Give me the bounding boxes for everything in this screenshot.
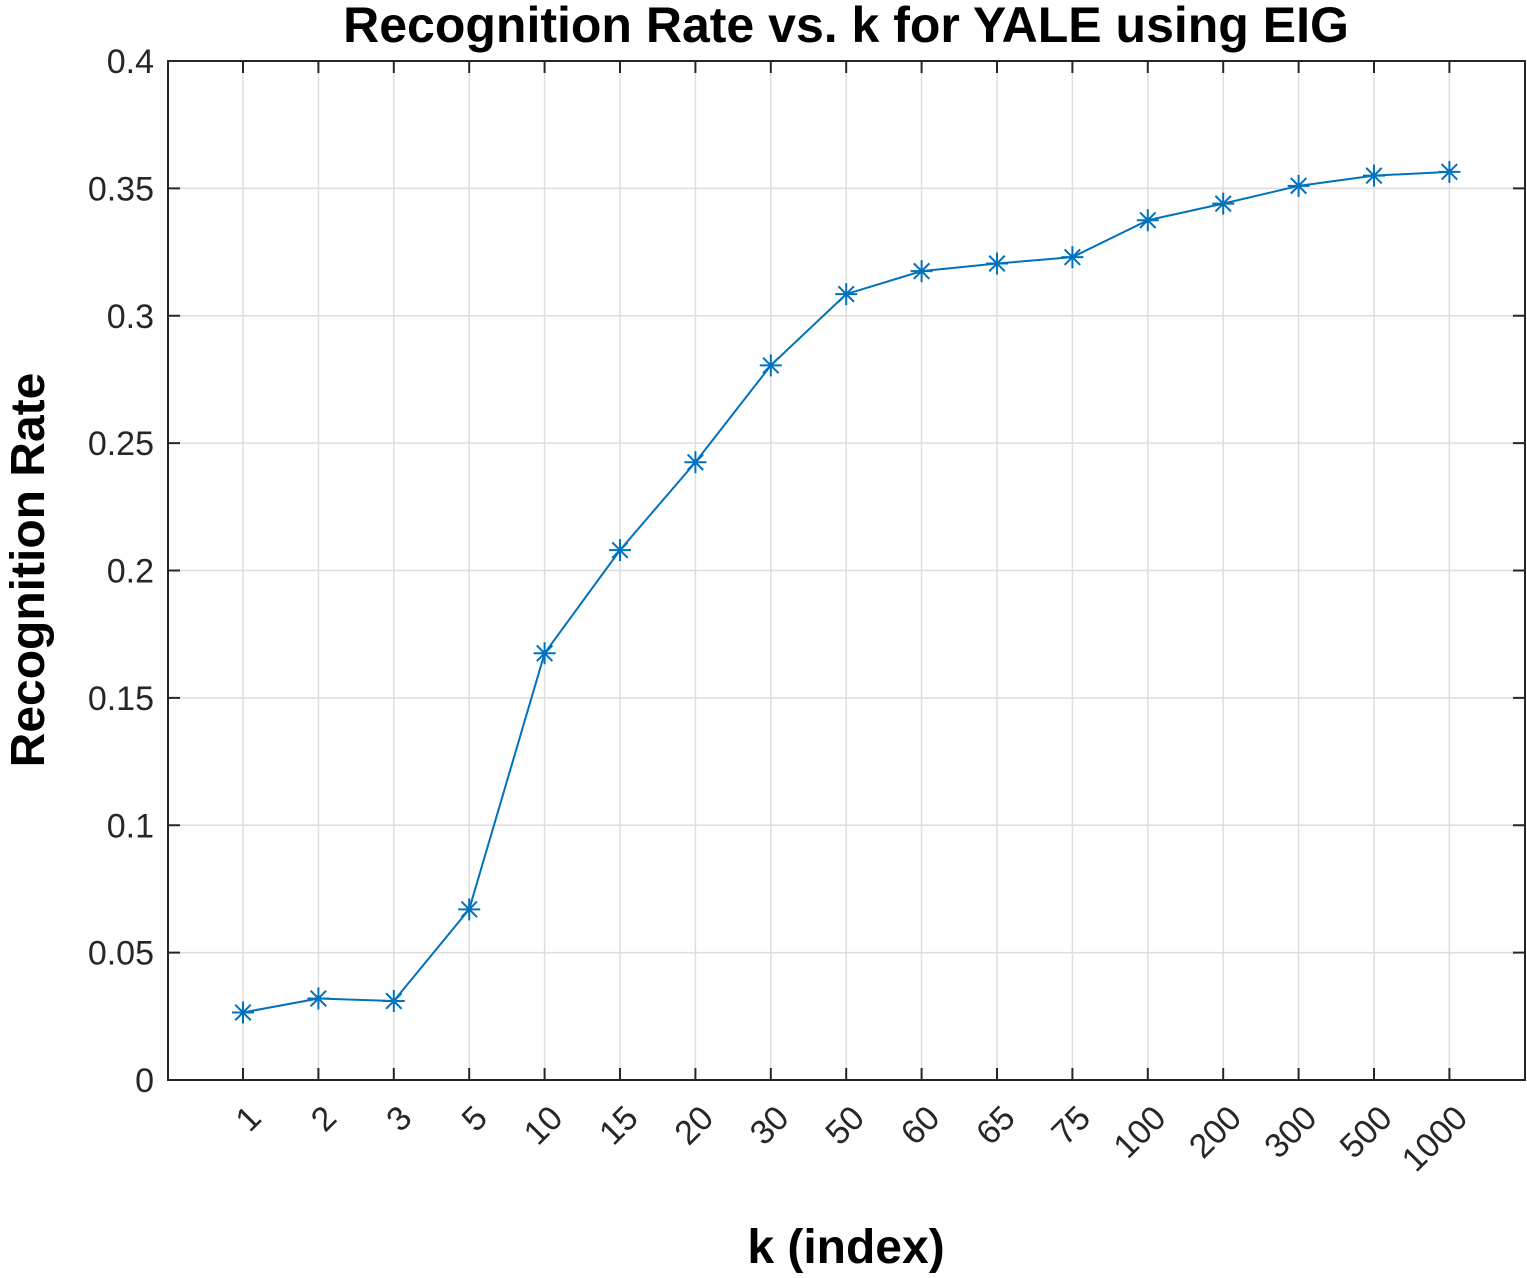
- data-point-marker: [1363, 164, 1385, 187]
- x-tick-label: 2: [304, 1099, 344, 1139]
- data-point-marker: [382, 990, 405, 1013]
- data-point-marker: [835, 283, 858, 306]
- x-tick-label: 20: [667, 1099, 721, 1153]
- data-point-marker: [458, 898, 481, 921]
- x-tick-label: 15: [592, 1099, 646, 1153]
- y-tick-label: 0.25: [88, 425, 154, 463]
- y-axis-label: Recognition Rate: [2, 373, 55, 768]
- data-point-marker: [1061, 246, 1084, 269]
- data-point-marker: [684, 451, 707, 474]
- x-tick-label: 10: [517, 1099, 571, 1153]
- y-tick-label: 0.15: [88, 680, 154, 718]
- data-point-marker: [1438, 160, 1461, 183]
- data-point-marker: [533, 642, 556, 665]
- x-tick-label: 500: [1333, 1099, 1400, 1166]
- x-tick-label: 30: [743, 1099, 797, 1153]
- x-tick-label: 1: [228, 1099, 268, 1139]
- data-point-marker: [609, 539, 631, 562]
- data-point-marker: [759, 354, 782, 377]
- x-tick-label: 60: [894, 1099, 948, 1153]
- chart-title: Recognition Rate vs. k for YALE using EI…: [343, 0, 1349, 53]
- y-tick-label: 0.1: [107, 807, 154, 845]
- x-tick-label: 100: [1106, 1099, 1173, 1166]
- data-point-marker: [910, 260, 933, 283]
- data-point-marker: [986, 252, 1008, 275]
- y-tick-label: 0.35: [88, 170, 154, 208]
- data-point-marker: [1136, 209, 1159, 232]
- y-tick-label: 0.4: [107, 43, 154, 81]
- y-tick-label: 0.3: [107, 298, 154, 336]
- tick-layer: 0 0.05 0.1 0.15 0.2 0.25 0.3 0.35 0.4 1 2 3 5 10 15 20 3…: [88, 43, 1525, 1179]
- data-point-marker: [307, 987, 330, 1010]
- x-tick-label: 50: [818, 1099, 872, 1153]
- x-tick-label: 5: [455, 1099, 495, 1139]
- x-tick-label: 300: [1257, 1099, 1324, 1166]
- data-point-marker: [1212, 192, 1235, 215]
- x-tick-label: 65: [969, 1099, 1023, 1153]
- data-point-marker: [1287, 174, 1310, 197]
- x-tick-label: 3: [379, 1099, 419, 1139]
- x-tick-label: 1000: [1395, 1099, 1475, 1179]
- x-tick-label: 75: [1044, 1099, 1098, 1153]
- grid-layer: [168, 61, 1525, 1080]
- x-axis-label: k (index): [747, 1221, 944, 1274]
- x-tick-label: 200: [1182, 1099, 1249, 1166]
- series-layer: [232, 160, 1461, 1024]
- y-tick-label: 0.2: [107, 553, 154, 591]
- y-tick-label: 0: [135, 1062, 154, 1100]
- data-point-marker: [232, 1001, 254, 1024]
- y-tick-label: 0.05: [88, 935, 154, 973]
